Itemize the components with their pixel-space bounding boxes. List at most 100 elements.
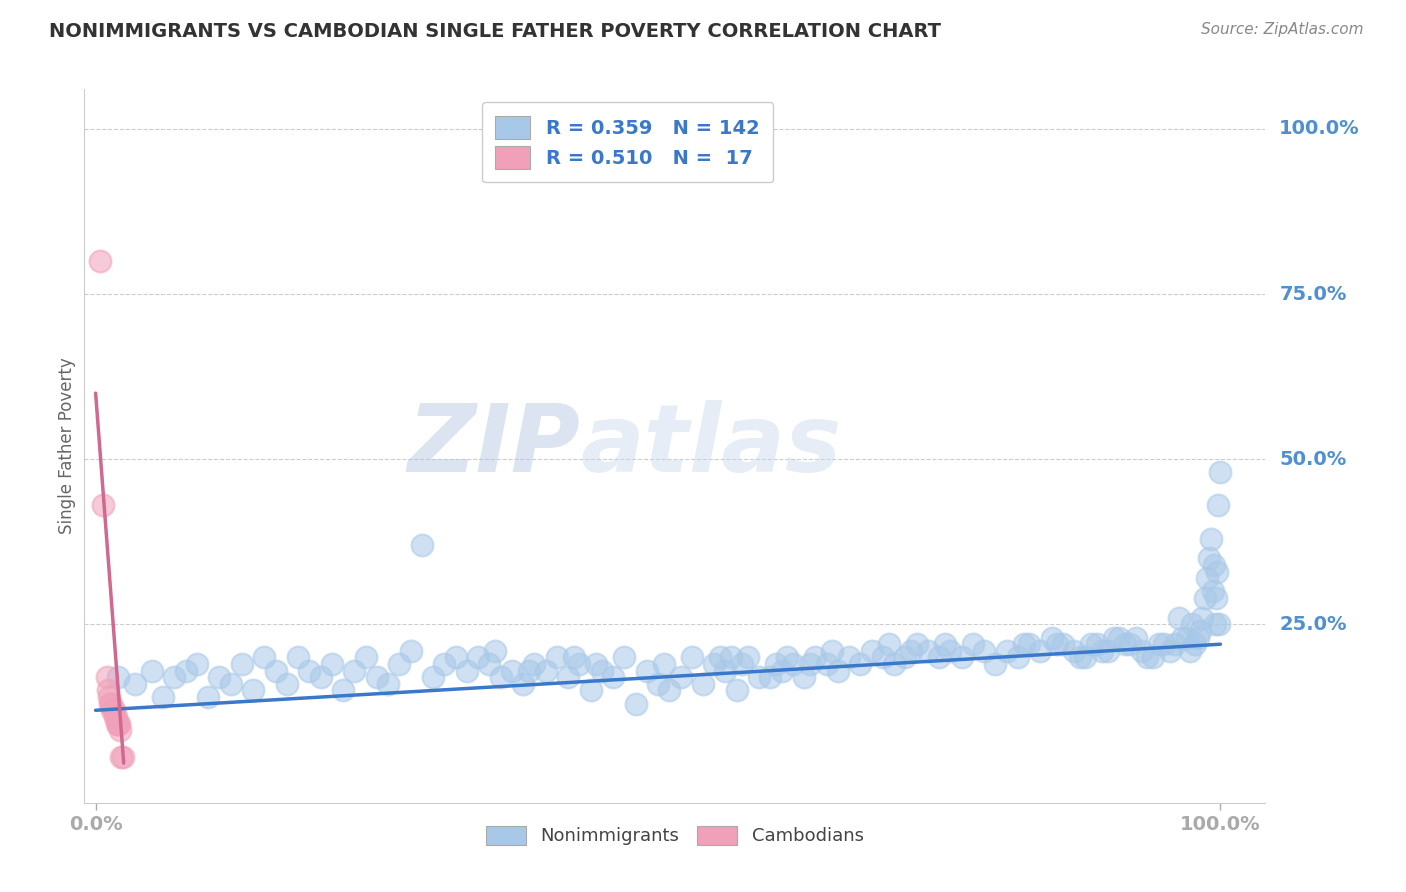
Point [1063, 644, 1085, 658]
Point [219, 677, 242, 691]
Point [827, 664, 849, 678]
Point [602, 670, 624, 684]
Point [1119, 637, 1142, 651]
Point [1159, 644, 1181, 658]
Point [1130, 644, 1153, 658]
Point [1201, 584, 1223, 599]
Point [939, 644, 962, 658]
Point [1142, 650, 1164, 665]
Point [585, 657, 607, 671]
Point [934, 637, 956, 651]
Point [546, 650, 568, 665]
Point [591, 664, 613, 678]
Point [1147, 637, 1170, 651]
Point [1108, 631, 1130, 645]
Point [1052, 637, 1074, 651]
Point [652, 657, 675, 671]
Point [467, 650, 489, 665]
Point [928, 650, 950, 665]
Point [658, 683, 681, 698]
Point [568, 657, 591, 671]
Point [636, 664, 658, 678]
Point [1187, 631, 1209, 645]
Point [97, 683, 120, 698]
Point [1202, 558, 1225, 572]
Point [995, 644, 1018, 658]
Point [579, 683, 602, 698]
Point [905, 637, 928, 651]
Point [101, 703, 124, 717]
Point [759, 670, 782, 684]
Point [1074, 650, 1097, 665]
Point [1209, 466, 1232, 480]
Point [1194, 591, 1216, 605]
Point [354, 650, 377, 665]
Point [1164, 637, 1187, 651]
Point [96, 670, 118, 684]
Point [105, 716, 128, 731]
Point [517, 664, 540, 678]
Point [343, 664, 366, 678]
Point [900, 644, 922, 658]
Point [962, 637, 984, 651]
Text: 100.0%: 100.0% [1279, 120, 1360, 138]
Point [737, 650, 759, 665]
Point [692, 677, 714, 691]
Point [1040, 631, 1063, 645]
Point [104, 710, 127, 724]
Legend: Nonimmigrants, Cambodians: Nonimmigrants, Cambodians [477, 816, 873, 855]
Point [1208, 617, 1230, 632]
Point [1018, 637, 1040, 651]
Point [110, 749, 132, 764]
Point [838, 650, 860, 665]
Point [1029, 644, 1052, 658]
Point [208, 670, 231, 684]
Point [103, 703, 125, 717]
Point [681, 650, 703, 665]
Point [366, 670, 388, 684]
Point [104, 710, 127, 724]
Point [98, 697, 121, 711]
Point [89, 254, 111, 268]
Point [108, 716, 131, 731]
Point [1198, 551, 1220, 566]
Point [124, 677, 146, 691]
Point [731, 657, 754, 671]
Point [489, 670, 512, 684]
Point [456, 664, 478, 678]
Point [107, 716, 129, 731]
Point [1167, 611, 1189, 625]
Text: Source: ZipAtlas.com: Source: ZipAtlas.com [1201, 22, 1364, 37]
Point [709, 650, 731, 665]
Point [444, 650, 467, 665]
Point [669, 670, 692, 684]
Point [894, 650, 917, 665]
Point [501, 664, 523, 678]
Point [557, 670, 579, 684]
Point [1191, 611, 1213, 625]
Point [1114, 637, 1136, 651]
Point [332, 683, 354, 698]
Point [782, 657, 804, 671]
Point [309, 670, 332, 684]
Point [433, 657, 456, 671]
Point [163, 670, 186, 684]
Point [647, 677, 669, 691]
Point [1091, 644, 1114, 658]
Point [276, 677, 298, 691]
Point [1204, 617, 1226, 632]
Point [1184, 637, 1206, 651]
Point [1181, 617, 1204, 632]
Point [186, 657, 208, 671]
Point [1205, 591, 1227, 605]
Point [411, 538, 433, 552]
Point [776, 650, 799, 665]
Text: 50.0%: 50.0% [1279, 450, 1347, 468]
Point [1012, 637, 1035, 651]
Point [793, 670, 815, 684]
Point [1007, 650, 1029, 665]
Point [152, 690, 174, 704]
Point [1102, 631, 1125, 645]
Point [1046, 637, 1069, 651]
Text: 75.0%: 75.0% [1279, 285, 1347, 303]
